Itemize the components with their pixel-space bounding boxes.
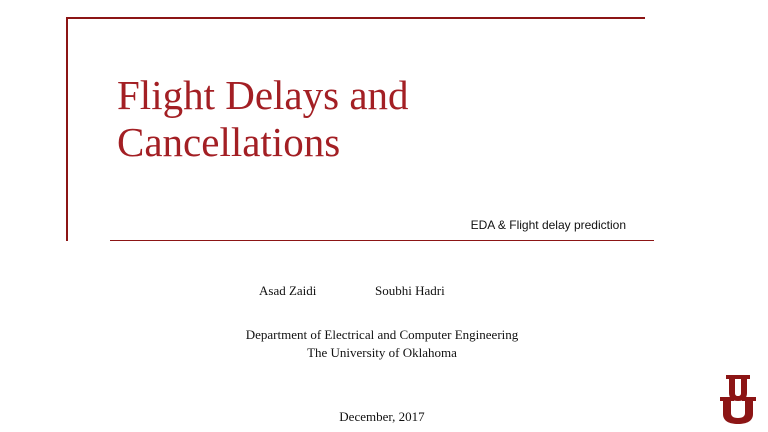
department-name: Department of Electrical and Computer En…	[245, 327, 519, 342]
title-line-1: Flight Delays and	[117, 72, 409, 118]
author-name: Soubhi Hadri	[375, 283, 445, 298]
presentation-date: December, 2017	[339, 409, 425, 424]
university-name: The University of Oklahoma	[307, 345, 457, 360]
affiliation: Department of Electrical and Computer En…	[180, 326, 584, 362]
frame-left-rule	[66, 17, 68, 241]
frame-top-rule	[66, 17, 645, 19]
frame-bottom-rule	[110, 240, 654, 241]
author-list: Asad Zaidi Soubhi Hadri	[259, 283, 445, 299]
ou-logo-icon	[720, 375, 756, 424]
author-name: Asad Zaidi	[259, 283, 317, 298]
slide-title: Flight Delays and Cancellations	[117, 72, 537, 166]
title-line-2: Cancellations	[117, 119, 341, 165]
slide-subtitle: EDA & Flight delay prediction	[470, 218, 626, 232]
